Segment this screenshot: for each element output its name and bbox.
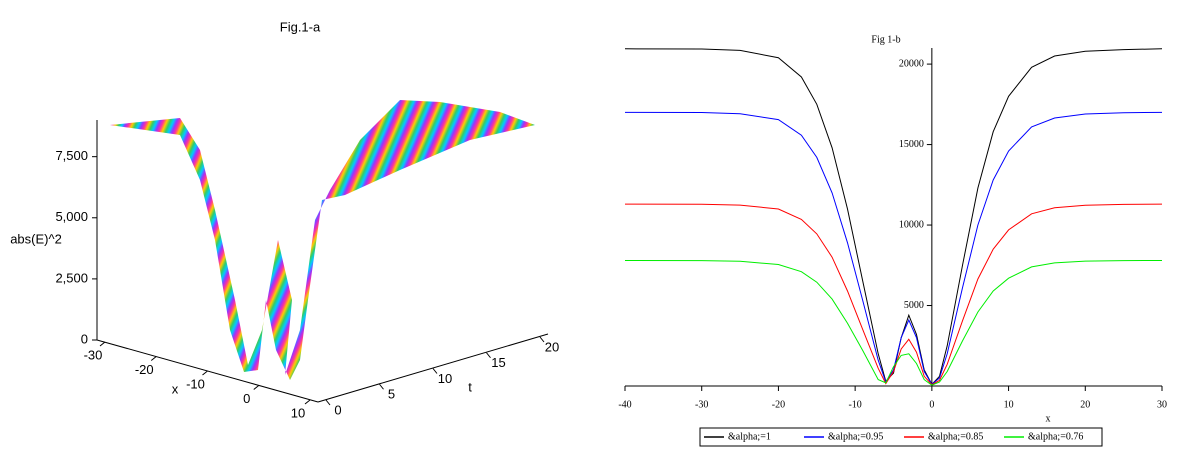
z-tick-label: 7,500	[55, 148, 88, 163]
t-tick	[432, 368, 438, 374]
x-tick	[150, 356, 157, 361]
chart-title: Fig.1-a	[280, 19, 321, 34]
t-axis	[317, 333, 549, 403]
t-tick-label: 5	[388, 387, 395, 402]
legend	[699, 427, 1103, 447]
x-tick-label: 30	[1157, 399, 1167, 410]
series-line	[624, 260, 1163, 386]
x-tick	[202, 370, 208, 376]
x-tick-label: -30	[695, 399, 708, 410]
z-axis-label: abs(E)^2	[10, 231, 62, 246]
t-tick-label: 0	[334, 402, 341, 417]
x-axis-label: x	[172, 381, 179, 396]
t-tick	[379, 383, 384, 390]
series-line	[624, 48, 1163, 386]
legend-label: &alpha;=1	[728, 431, 771, 442]
t-tick-label: 15	[491, 355, 505, 370]
z-tick-label: 2,500	[55, 270, 88, 285]
x-axis-label: x	[1046, 413, 1051, 424]
surface	[110, 100, 535, 380]
x-tick	[99, 341, 106, 347]
x-tick	[253, 385, 260, 390]
x-tick-label: 0	[929, 399, 934, 410]
t-axis-label: t	[468, 379, 472, 394]
x-tick-label: -20	[772, 399, 785, 410]
legend-label: &alpha;=0.85	[928, 431, 983, 442]
y-tick-label: 5000	[904, 300, 924, 311]
t-tick	[539, 336, 545, 343]
t-tick-label: 20	[545, 339, 559, 354]
x-tick-label: -30	[84, 347, 103, 362]
series-line	[624, 203, 1163, 386]
legend-label: &alpha;=0.95	[828, 431, 883, 442]
z-tick-label: 0	[81, 331, 88, 346]
x-tick-label: 10	[291, 405, 305, 420]
left-chart: Fig.1-a abs(E)^2 x t 0 2,500 5,000 7,500 -30…	[10, 19, 559, 420]
x-tick-label: 0	[243, 391, 250, 406]
t-tick	[486, 352, 491, 359]
y-tick-label: 15000	[899, 139, 924, 150]
legend-label: &alpha;=0.76	[1028, 431, 1083, 442]
y-tick-label: 10000	[899, 219, 924, 230]
x-tick-label: -40	[618, 399, 631, 410]
x-tick-label: 10	[1004, 399, 1014, 410]
chart-title: Fig 1-b	[871, 34, 900, 45]
x-tick	[304, 399, 311, 405]
x-tick-label: -10	[186, 376, 205, 391]
t-tick-label: 10	[438, 371, 452, 386]
series-line	[624, 111, 1163, 386]
y-tick-label: 20000	[899, 58, 924, 69]
right-chart: Fig 1-b x -40 -30 -20 -10 0 10 20 30 5000 10000 15…	[618, 34, 1167, 447]
x-tick-label: -10	[848, 399, 861, 410]
t-tick	[325, 399, 331, 406]
z-tick-label: 5,000	[55, 209, 88, 224]
x-tick-label: -20	[135, 362, 154, 377]
x-tick-label: 20	[1080, 399, 1090, 410]
